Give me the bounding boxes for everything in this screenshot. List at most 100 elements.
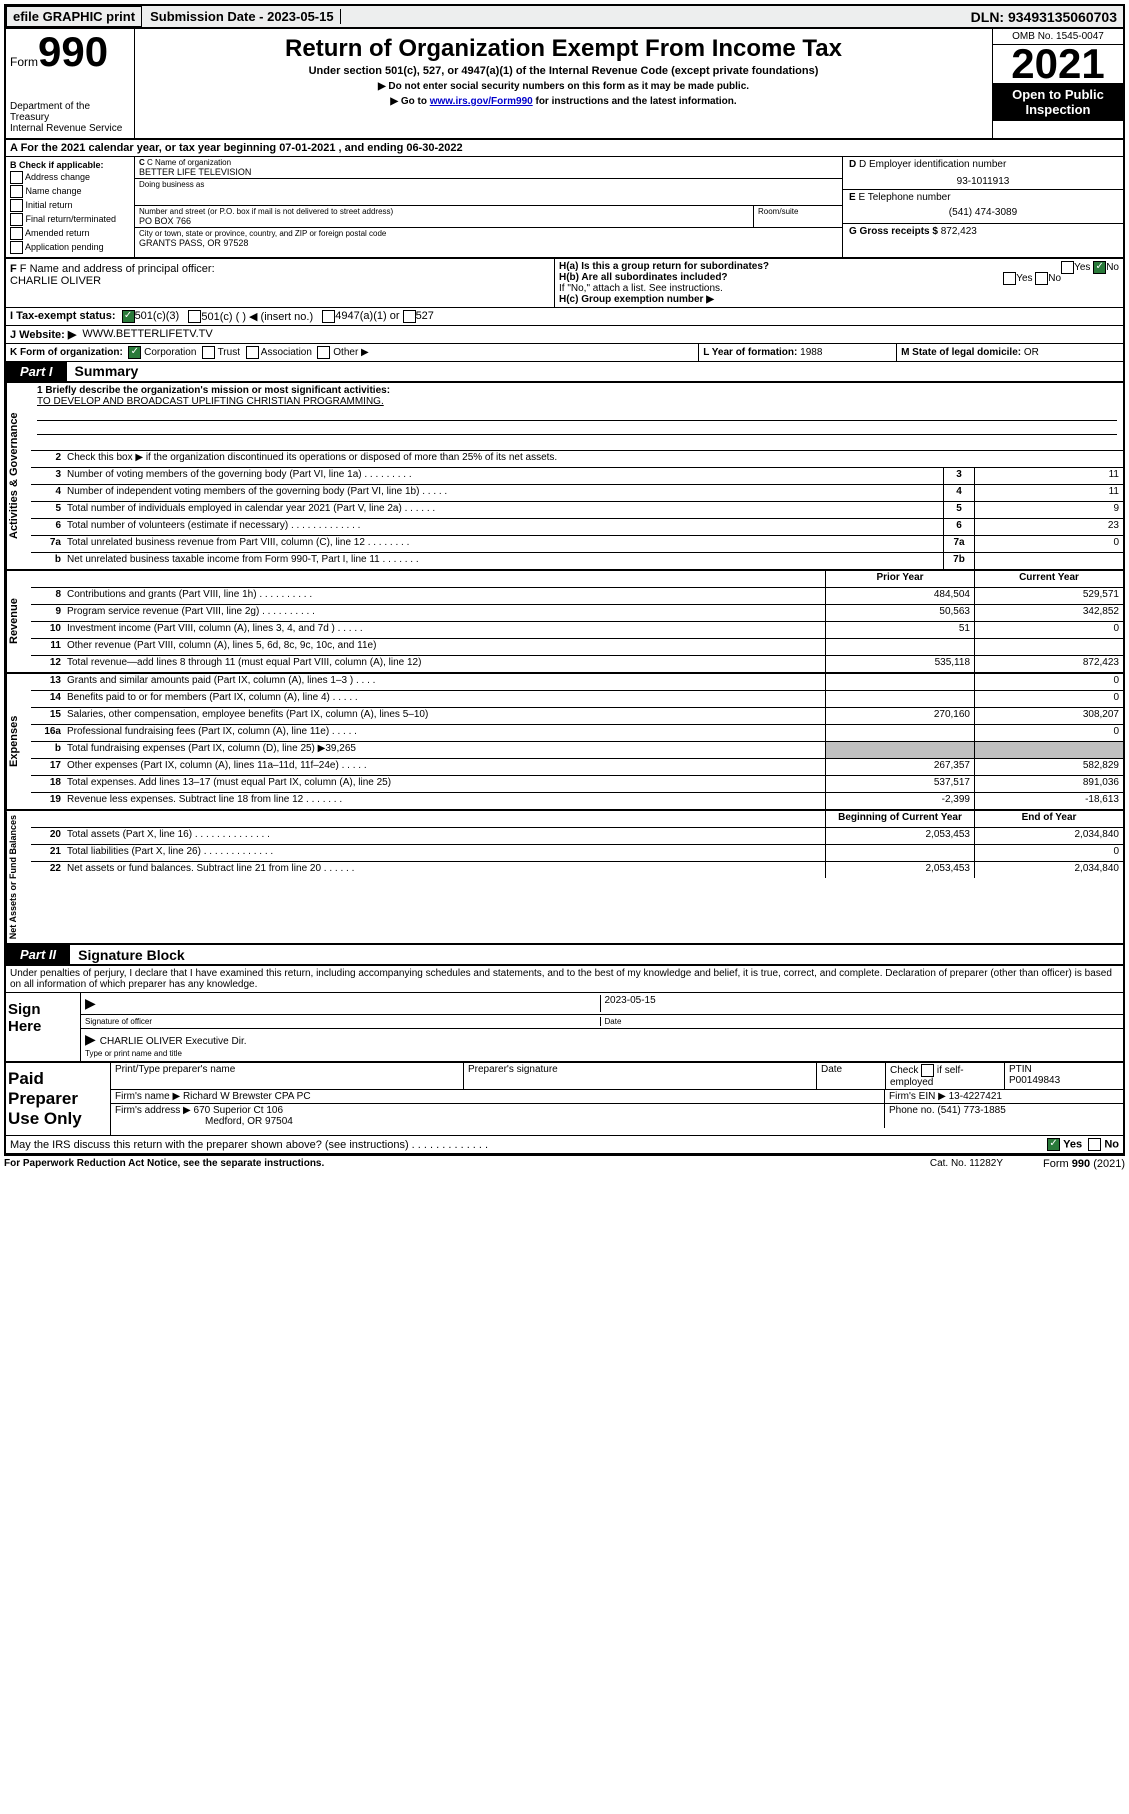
box-c: C C Name of organization BETTER LIFE TEL… — [135, 157, 842, 257]
rev-header: Prior Year Current Year — [31, 571, 1123, 588]
phone: (541) 474-3089 — [849, 207, 1117, 218]
firm-addr: Firm's address ▶ 670 Superior Ct 106Medf… — [111, 1104, 885, 1128]
netassets-section: Net Assets or Fund Balances Beginning of… — [4, 811, 1125, 945]
table-row: 4Number of independent voting members of… — [31, 485, 1123, 502]
table-row: 7aTotal unrelated business revenue from … — [31, 536, 1123, 553]
line-2: Check this box ▶ if the organization dis… — [65, 451, 1123, 467]
table-row: 18Total expenses. Add lines 13–17 (must … — [31, 776, 1123, 793]
governance-section: Activities & Governance 1 Briefly descri… — [4, 383, 1125, 571]
type-name-label: Type or print name and title — [85, 1049, 182, 1058]
irs-label: Internal Revenue Service — [10, 123, 130, 134]
form-ref: Form 990 (2021) — [1043, 1158, 1125, 1170]
submission-date: Submission Date - 2023-05-15 — [144, 9, 341, 24]
efile-button[interactable]: efile GRAPHIC print — [6, 6, 142, 27]
self-emp: Check if self-employed — [886, 1063, 1005, 1089]
table-row: 12Total revenue—add lines 8 through 11 (… — [31, 656, 1123, 672]
irs-link[interactable]: www.irs.gov/Form990 — [430, 96, 533, 107]
prep-sig-hdr: Preparer's signature — [464, 1063, 817, 1089]
net-header: Beginning of Current Year End of Year — [31, 811, 1123, 828]
prep-name-hdr: Print/Type preparer's name — [111, 1063, 464, 1089]
firm-name: Firm's name ▶ Richard W Brewster CPA PC — [111, 1090, 885, 1103]
form-header: Form990 Department of the Treasury Inter… — [4, 29, 1125, 140]
table-row: 22Net assets or fund balances. Subtract … — [31, 862, 1123, 878]
firm-ein: Firm's EIN ▶ 13-4227421 — [885, 1090, 1123, 1103]
part-2-header: Part II Signature Block — [4, 945, 1125, 966]
line-j: J Website: ▶ WWW.BETTERLIFETV.TV — [4, 326, 1125, 344]
h-a: H(a) Is this a group return for subordin… — [559, 261, 1119, 272]
dln: DLN: 93493135060703 — [971, 9, 1123, 25]
part-1-tab: Part I — [6, 362, 67, 381]
chk-final: Final return/terminated — [10, 213, 130, 226]
ein-label: D D Employer identification number — [849, 159, 1117, 170]
arrow-icon: ▶ — [85, 1031, 96, 1047]
box-b-title: B Check if applicable: — [10, 160, 130, 170]
gov-vtab: Activities & Governance — [6, 383, 31, 569]
box-d: D D Employer identification number 93-10… — [842, 157, 1123, 257]
sig-intro: Under penalties of perjury, I declare th… — [6, 966, 1123, 992]
website: WWW.BETTERLIFETV.TV — [82, 328, 212, 340]
form-prefix: Form — [10, 55, 38, 69]
city-label: City or town, state or province, country… — [139, 229, 838, 238]
part-1-title: Summary — [67, 363, 139, 379]
table-row: 14Benefits paid to or for members (Part … — [31, 691, 1123, 708]
sig-officer-label: Signature of officer — [85, 1017, 600, 1026]
org-city: GRANTS PASS, OR 97528 — [139, 238, 838, 248]
tax-year: 2021 — [993, 45, 1123, 83]
sign-here-label: Sign Here — [6, 993, 81, 1061]
chk-initial: Initial return — [10, 199, 130, 212]
table-row: 13Grants and similar amounts paid (Part … — [31, 674, 1123, 691]
table-row: 16aProfessional fundraising fees (Part I… — [31, 725, 1123, 742]
prep-date-hdr: Date — [817, 1063, 886, 1089]
chk-501c3[interactable] — [122, 310, 135, 323]
part-2-tab: Part II — [6, 945, 70, 964]
line-a: A For the 2021 calendar year, or tax yea… — [4, 140, 1125, 157]
sig-date: 2023-05-15 — [600, 995, 1120, 1012]
rev-vtab: Revenue — [6, 571, 31, 672]
net-vtab: Net Assets or Fund Balances — [6, 811, 31, 943]
paid-preparer-block: Paid Preparer Use Only Print/Type prepar… — [6, 1061, 1123, 1135]
note-ssn: ▶ Do not enter social security numbers o… — [139, 81, 988, 92]
table-row: 9Program service revenue (Part VIII, lin… — [31, 605, 1123, 622]
discuss-line: May the IRS discuss this return with the… — [6, 1135, 1123, 1153]
form-number: 990 — [38, 28, 108, 75]
chk-name: Name change — [10, 185, 130, 198]
footer: For Paperwork Reduction Act Notice, see … — [4, 1155, 1125, 1170]
mission: TO DEVELOP AND BROADCAST UPLIFTING CHRIS… — [37, 396, 384, 407]
note-link: ▶ Go to www.irs.gov/Form990 for instruct… — [139, 96, 988, 107]
officer-label: F F Name and address of principal office… — [10, 263, 550, 275]
line-1-label: 1 Briefly describe the organization's mi… — [37, 385, 390, 396]
table-row: bNet unrelated business taxable income f… — [31, 553, 1123, 569]
org-name-label: C C Name of organization — [139, 158, 838, 167]
table-row: 15Salaries, other compensation, employee… — [31, 708, 1123, 725]
ptin-cell: PTINP00149843 — [1005, 1063, 1123, 1089]
expenses-section: Expenses 13Grants and similar amounts pa… — [4, 674, 1125, 811]
ein: 93-1011913 — [849, 176, 1117, 187]
state-domicile: OR — [1024, 347, 1039, 358]
klm-row: K Form of organization: Corporation Trus… — [4, 344, 1125, 362]
open-inspection: Open to Public Inspection — [993, 83, 1123, 121]
table-row: 19Revenue less expenses. Subtract line 1… — [31, 793, 1123, 809]
year-formation: 1988 — [800, 347, 822, 358]
table-row: 5Total number of individuals employed in… — [31, 502, 1123, 519]
line-i: I Tax-exempt status: 501(c)(3) 501(c) ( … — [4, 308, 1125, 326]
table-row: 10Investment income (Part VIII, column (… — [31, 622, 1123, 639]
table-row: 3Number of voting members of the governi… — [31, 468, 1123, 485]
signature-block: Under penalties of perjury, I declare th… — [4, 966, 1125, 1155]
table-row: 6Total number of volunteers (estimate if… — [31, 519, 1123, 536]
arrow-icon: ▶ — [85, 995, 96, 1011]
form-subtitle: Under section 501(c), 527, or 4947(a)(1)… — [139, 65, 988, 77]
table-row: 11Other revenue (Part VIII, column (A), … — [31, 639, 1123, 656]
h-c: H(c) Group exemption number ▶ — [559, 294, 1119, 305]
dba-label: Doing business as — [139, 180, 838, 189]
officer-name-title: CHARLIE OLIVER Executive Dir. — [100, 1036, 247, 1047]
h-b: H(b) Are all subordinates included? Yes … — [559, 272, 1119, 283]
paid-label: Paid Preparer Use Only — [6, 1063, 110, 1135]
block-bcd: B Check if applicable: Address change Na… — [4, 157, 1125, 259]
officer-name: CHARLIE OLIVER — [10, 275, 550, 287]
table-row: bTotal fundraising expenses (Part IX, co… — [31, 742, 1123, 759]
chk-pending: Application pending — [10, 241, 130, 254]
top-bar: efile GRAPHIC print Submission Date - 20… — [4, 4, 1125, 29]
revenue-section: Revenue Prior Year Current Year 8Contrib… — [4, 571, 1125, 674]
chk-amended: Amended return — [10, 227, 130, 240]
gross-receipts: 872,423 — [941, 226, 977, 237]
